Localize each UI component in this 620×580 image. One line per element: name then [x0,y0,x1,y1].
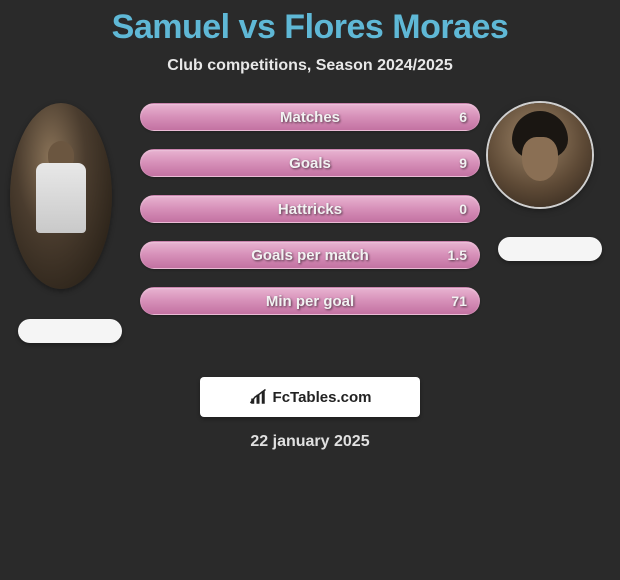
player-right-photo [488,103,592,207]
comparison-card: Samuel vs Flores Moraes Club competition… [0,0,620,451]
stat-label: Matches [280,109,340,126]
player-right-club-logo [498,237,602,261]
chart-icon [249,388,267,406]
stat-label: Goals [289,155,331,172]
stat-value-right: 1.5 [448,247,467,263]
stat-row-hattricks: Hattricks 0 [140,195,480,223]
stat-row-goals-per-match: Goals per match 1.5 [140,241,480,269]
generation-date: 22 january 2025 [0,433,620,451]
stats-list: Matches 6 Goals 9 Hattricks 0 Goals per … [140,103,480,333]
main-content: Matches 6 Goals 9 Hattricks 0 Goals per … [0,103,620,363]
stat-row-goals: Goals 9 [140,149,480,177]
stat-row-min-per-goal: Min per goal 71 [140,287,480,315]
player-left-club-logo [18,319,122,343]
stat-value-right: 71 [451,293,467,309]
player-left-photo [10,103,112,289]
stat-value-right: 9 [459,155,467,171]
page-subtitle: Club competitions, Season 2024/2025 [0,57,620,75]
attribution-text: FcTables.com [273,389,372,406]
stat-label: Goals per match [251,247,369,264]
stat-row-matches: Matches 6 [140,103,480,131]
stat-value-right: 6 [459,109,467,125]
attribution-badge[interactable]: FcTables.com [200,377,420,417]
stat-label: Min per goal [266,293,354,310]
stat-value-right: 0 [459,201,467,217]
stat-label: Hattricks [278,201,342,218]
page-title: Samuel vs Flores Moraes [0,8,620,47]
